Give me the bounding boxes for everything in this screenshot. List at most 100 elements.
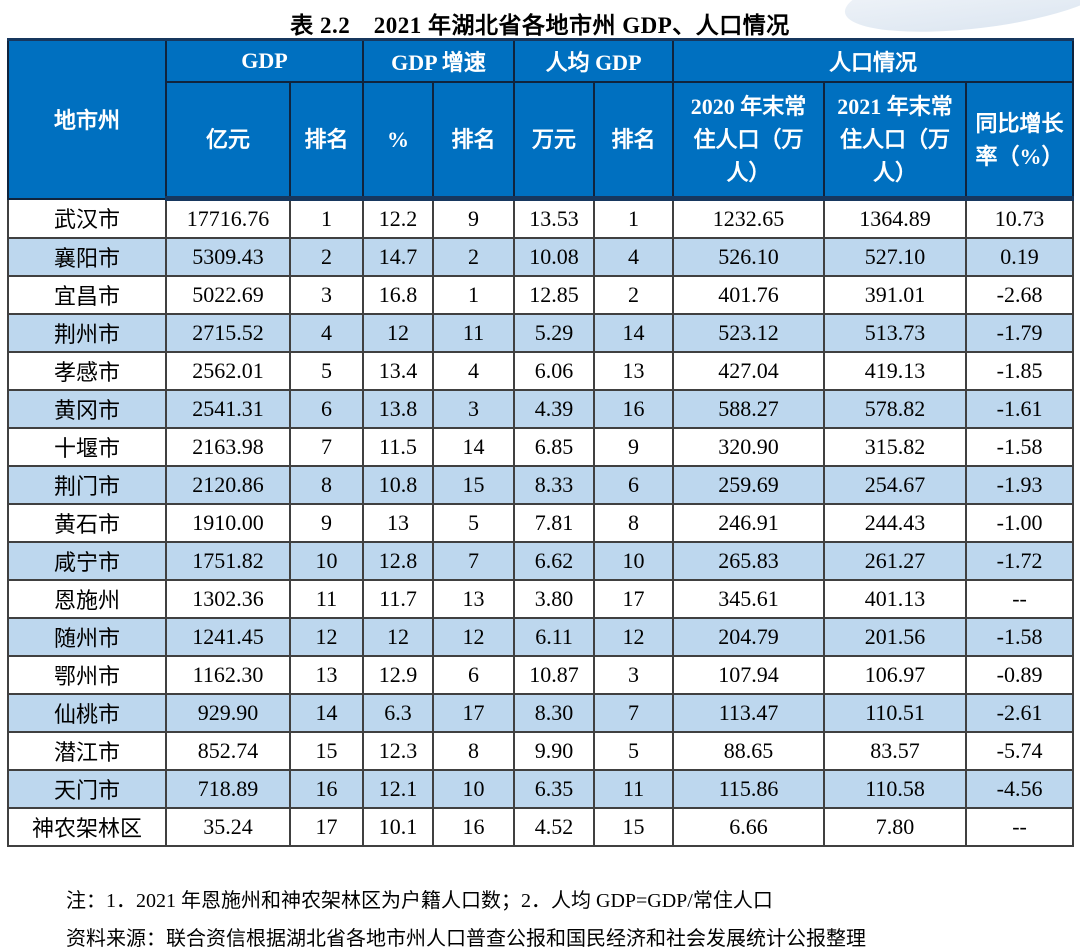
value-cell: 513.73	[823, 313, 968, 353]
value-cell: 10.8	[362, 465, 435, 505]
value-cell: 259.69	[672, 465, 826, 505]
value-cell: 3	[593, 655, 675, 695]
table-title: 表 2.2 2021 年湖北省各地市州 GDP、人口情况	[290, 13, 790, 38]
value-cell: 14	[593, 313, 675, 353]
value-cell: 2715.52	[165, 313, 291, 353]
table-row: 黄石市 1910.00 9 13 5 7.81 8 246.91 244.43 -1.00	[7, 503, 1075, 543]
value-cell: 1364.89	[823, 197, 968, 239]
value-cell: 5	[288, 351, 365, 391]
value-cell: 14	[288, 693, 365, 733]
city-cell: 黄冈市	[7, 389, 167, 429]
value-cell: 9	[288, 503, 365, 543]
value-cell: 12	[362, 313, 435, 353]
value-cell: 8	[432, 731, 516, 771]
city-cell: 宜昌市	[7, 275, 167, 315]
city-cell: 鄂州市	[7, 655, 167, 695]
column-header-percapita-rank: 排名	[593, 81, 675, 201]
value-cell: 14	[432, 427, 516, 467]
value-cell: 11.5	[362, 427, 435, 467]
value-cell: 5309.43	[165, 237, 291, 277]
value-cell: 718.89	[165, 769, 291, 809]
value-cell: 246.91	[672, 503, 826, 543]
value-cell: 523.12	[672, 313, 826, 353]
value-cell: 929.90	[165, 693, 291, 733]
value-cell: 10	[288, 541, 365, 581]
value-cell: -2.68	[965, 275, 1075, 315]
value-cell: 5.29	[513, 313, 596, 353]
column-header-gdp-value: 亿元	[165, 81, 291, 201]
value-cell: 8.30	[513, 693, 596, 733]
value-cell: 16	[288, 769, 365, 809]
value-cell: 6.62	[513, 541, 596, 581]
value-cell: -4.56	[965, 769, 1075, 809]
value-cell: 1	[288, 197, 365, 239]
group-header-gdp: GDP	[164, 38, 365, 83]
value-cell: 4	[288, 313, 365, 353]
value-cell: 9.90	[513, 731, 596, 771]
column-header-growth-rank: 排名	[432, 81, 516, 201]
gdp-population-table: 地市州 GDP GDP 增速 人均 GDP 人口情况 亿元 排名 % 排名 万元…	[7, 38, 1075, 847]
value-cell: 12.85	[513, 275, 596, 315]
value-cell: 17	[432, 693, 516, 733]
value-cell: 427.04	[672, 351, 826, 391]
value-cell: 265.83	[672, 541, 826, 581]
value-cell: 12	[432, 617, 516, 657]
value-cell: 2	[432, 237, 516, 277]
value-cell: 6.66	[672, 807, 826, 847]
value-cell: 1302.36	[165, 579, 291, 619]
table-row: 仙桃市 929.90 14 6.3 17 8.30 7 113.47 110.51 -2.61	[7, 693, 1075, 733]
value-cell: 315.82	[823, 427, 968, 467]
value-cell: 2120.86	[165, 465, 291, 505]
table-row: 咸宁市 1751.82 10 12.8 7 6.62 10 265.83 261.27 -1.72	[7, 541, 1075, 581]
value-cell: --	[965, 579, 1075, 619]
value-cell: 17	[593, 579, 675, 619]
city-cell: 随州市	[7, 617, 167, 657]
value-cell: 5	[432, 503, 516, 543]
value-cell: -2.61	[965, 693, 1075, 733]
value-cell: 12.9	[362, 655, 435, 695]
value-cell: 6.35	[513, 769, 596, 809]
value-cell: 8.33	[513, 465, 596, 505]
value-cell: -5.74	[965, 731, 1075, 771]
value-cell: 7	[593, 693, 675, 733]
value-cell: 9	[432, 197, 516, 239]
value-cell: 7.80	[823, 807, 968, 847]
value-cell: 527.10	[823, 237, 968, 277]
table-row: 随州市 1241.45 12 12 12 6.11 12 204.79 201.56 -1.58	[7, 617, 1075, 657]
value-cell: 7	[432, 541, 516, 581]
value-cell: -1.00	[965, 503, 1075, 543]
value-cell: 16	[432, 807, 516, 847]
value-cell: 852.74	[165, 731, 291, 771]
table-row: 荆州市 2715.52 4 12 11 5.29 14 523.12 513.73 -1.79	[7, 313, 1075, 353]
city-cell: 潜江市	[7, 731, 167, 771]
city-cell: 黄石市	[7, 503, 167, 543]
value-cell: 0.19	[965, 237, 1075, 277]
value-cell: 10	[593, 541, 675, 581]
column-header-pop-yoy: 同比增长率（%）	[965, 81, 1075, 201]
value-cell: 4	[593, 237, 675, 277]
value-cell: 244.43	[823, 503, 968, 543]
value-cell: -1.72	[965, 541, 1075, 581]
value-cell: 12.1	[362, 769, 435, 809]
value-cell: 10	[432, 769, 516, 809]
value-cell: 254.67	[823, 465, 968, 505]
value-cell: 201.56	[823, 617, 968, 657]
table-row: 潜江市 852.74 15 12.3 8 9.90 5 88.65 83.57 -5.74	[7, 731, 1075, 771]
value-cell: 2541.31	[165, 389, 291, 429]
value-cell: 6	[593, 465, 675, 505]
value-cell: 14.7	[362, 237, 435, 277]
value-cell: 345.61	[672, 579, 826, 619]
value-cell: 1751.82	[165, 541, 291, 581]
table-row: 武汉市 17716.76 1 12.2 9 13.53 1 1232.65 1364.89 10.…	[7, 197, 1075, 239]
value-cell: -0.89	[965, 655, 1075, 695]
value-cell: 10.73	[965, 197, 1075, 239]
value-cell: 13.53	[513, 197, 596, 239]
value-cell: 401.76	[672, 275, 826, 315]
value-cell: 3.80	[513, 579, 596, 619]
value-cell: 1910.00	[165, 503, 291, 543]
value-cell: 204.79	[672, 617, 826, 657]
table-header: 地市州 GDP GDP 增速 人均 GDP 人口情况 亿元 排名 % 排名 万元…	[7, 38, 1075, 201]
table-row: 荆门市 2120.86 8 10.8 15 8.33 6 259.69 254.67 -1.93	[7, 465, 1075, 505]
value-cell: 16.8	[362, 275, 435, 315]
value-cell: 3	[288, 275, 365, 315]
